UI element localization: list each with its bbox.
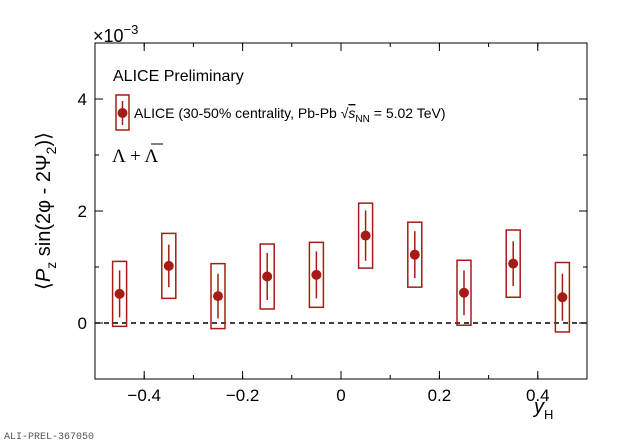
chart-title: ALICE Preliminary xyxy=(113,68,244,85)
x-tick-label: 0 xyxy=(336,386,345,405)
x-tick-label: −0.4 xyxy=(127,386,161,405)
sys-error-box xyxy=(308,241,325,309)
y-scale-factor: ×10−3 xyxy=(93,22,138,46)
x-tick-label: −0.2 xyxy=(226,386,260,405)
x-tick-label: 0.4 xyxy=(526,386,550,405)
data-point xyxy=(557,292,568,303)
sys-error-box xyxy=(357,202,374,269)
y-tick-label: 0 xyxy=(78,314,87,333)
y-tick-label: 2 xyxy=(78,202,87,221)
sys-error-box xyxy=(456,259,472,326)
legend: ALICE (30-50% centrality, Pb-Pb √sNN = 5… xyxy=(115,94,446,131)
legend-marker-box xyxy=(115,94,130,131)
sys-error-box xyxy=(210,262,226,330)
y-tick-label: 4 xyxy=(78,90,87,109)
sys-error-box xyxy=(554,261,571,333)
axes: −0.4 −0.2 0 0.2 0.4 0 2 4 xyxy=(78,42,588,405)
data-marks xyxy=(111,202,571,333)
data-point xyxy=(262,271,273,282)
particle-label: Λ + Λ xyxy=(112,146,158,167)
data-point xyxy=(163,260,174,271)
sys-error-box xyxy=(161,232,177,300)
svg-text:⟨Pz sin(2φ - 2Ψ2)⟩: ⟨Pz sin(2φ - 2Ψ2)⟩ xyxy=(33,132,59,290)
y-axis-label: ⟨Pz sin(2φ - 2Ψ2)⟩ xyxy=(33,132,59,290)
figure-id: ALI-PREL-367050 xyxy=(4,432,95,443)
data-point xyxy=(360,230,371,241)
sys-error-box xyxy=(407,221,423,288)
data-point xyxy=(213,291,223,302)
x-tick-label: 0.2 xyxy=(428,386,452,405)
data-point xyxy=(311,269,322,280)
sys-error-box xyxy=(259,243,275,310)
sys-error-box xyxy=(505,229,521,298)
x-axis-label: yH xyxy=(532,396,553,422)
legend-marker-point xyxy=(117,108,128,118)
data-point xyxy=(409,249,420,260)
plot-frame xyxy=(94,42,588,380)
data-point xyxy=(508,258,519,269)
sys-error-box xyxy=(111,260,128,328)
data-point xyxy=(114,288,125,299)
legend-entry: ALICE (30-50% centrality, Pb-Pb √sNN = 5… xyxy=(134,105,446,125)
data-point xyxy=(459,287,469,298)
